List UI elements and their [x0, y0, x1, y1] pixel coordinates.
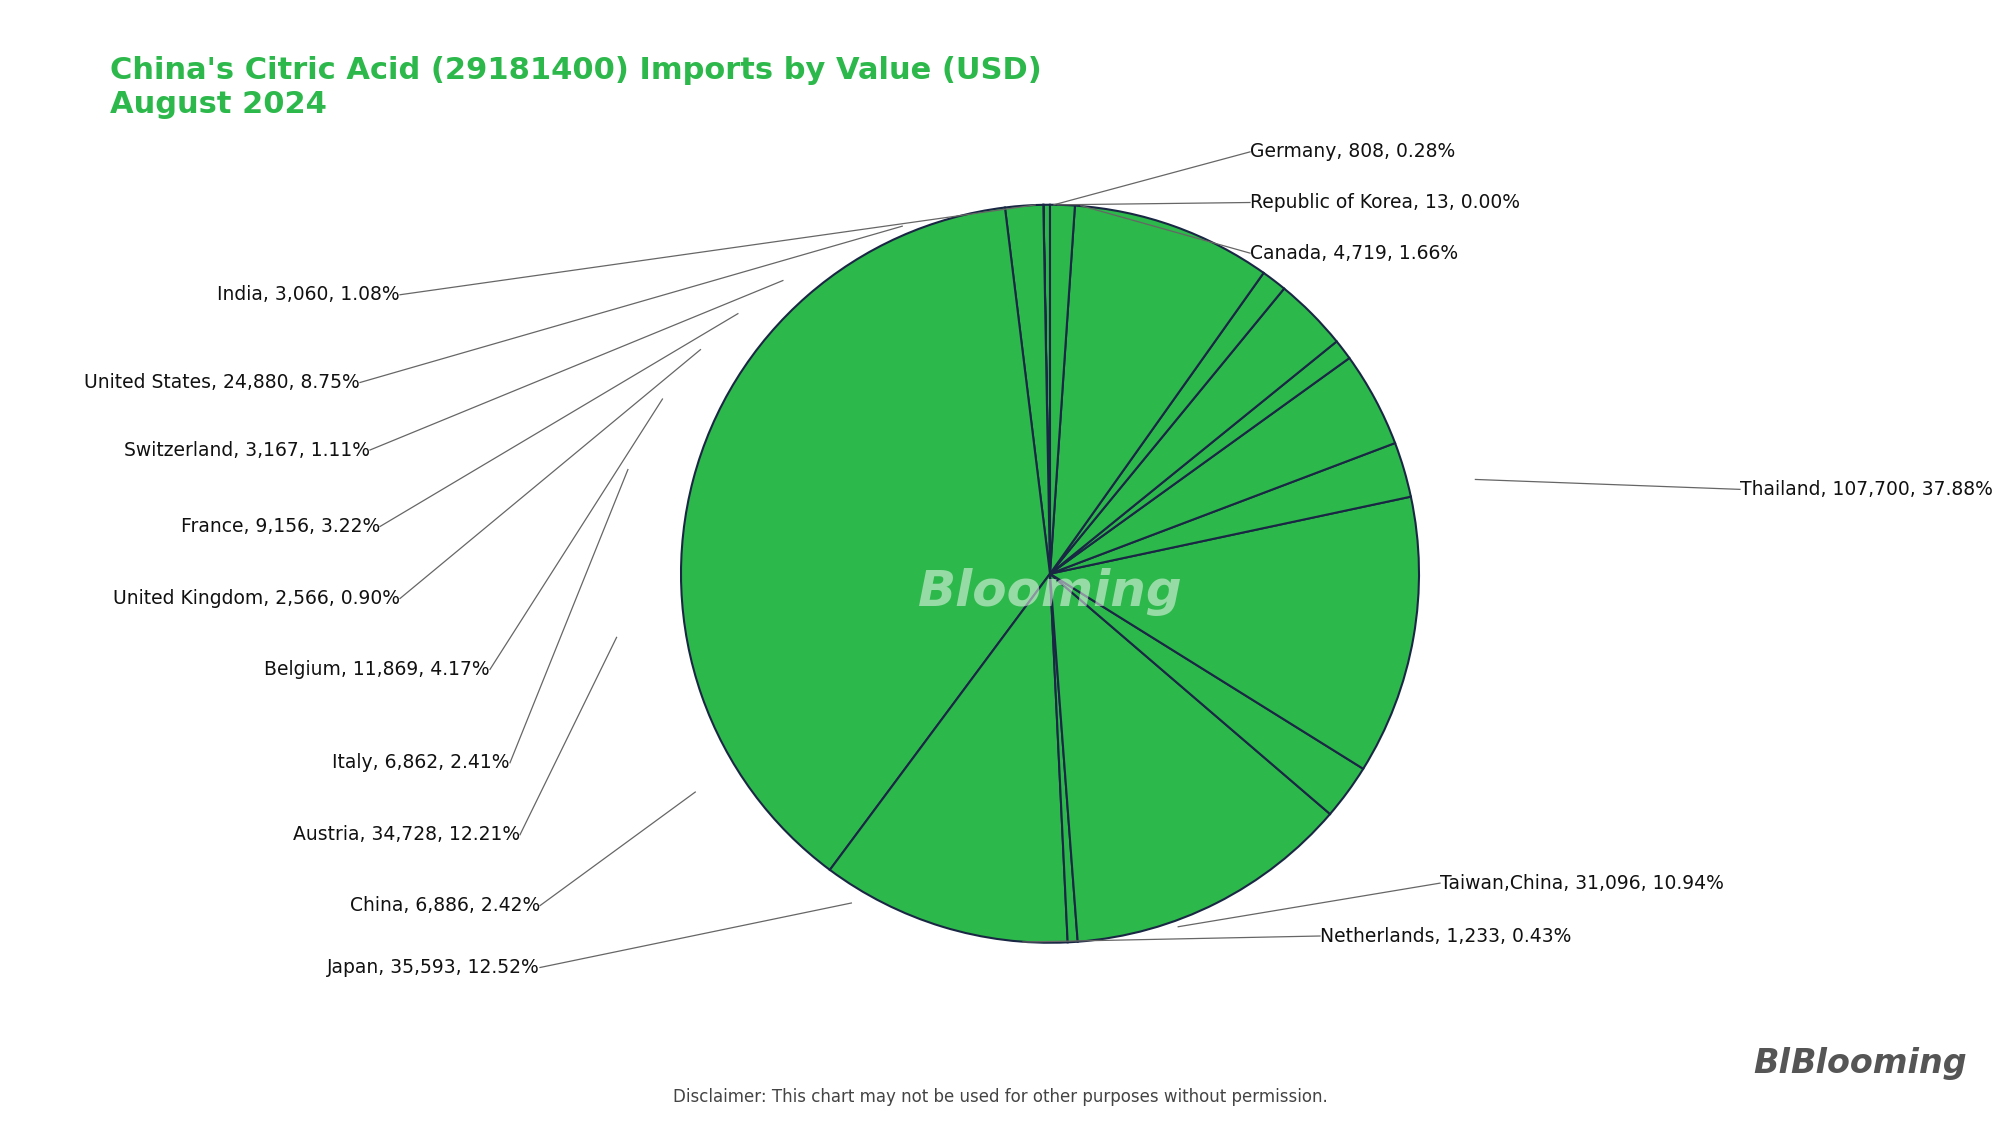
Text: Disclaimer: This chart may not be used for other purposes without permission.: Disclaimer: This chart may not be used f… [672, 1088, 1328, 1106]
Wedge shape [1050, 288, 1336, 574]
Text: Canada, 4,719, 1.66%: Canada, 4,719, 1.66% [1250, 244, 1458, 262]
Wedge shape [1050, 206, 1264, 574]
Wedge shape [1050, 273, 1284, 574]
Text: United States, 24,880, 8.75%: United States, 24,880, 8.75% [84, 374, 360, 391]
Wedge shape [1050, 574, 1078, 943]
Wedge shape [830, 574, 1068, 943]
Text: Thailand, 107,700, 37.88%: Thailand, 107,700, 37.88% [1740, 480, 1992, 498]
Text: China, 6,886, 2.42%: China, 6,886, 2.42% [350, 897, 540, 915]
Text: India, 3,060, 1.08%: India, 3,060, 1.08% [218, 286, 400, 304]
Wedge shape [1004, 205, 1050, 574]
Wedge shape [1050, 443, 1410, 574]
Text: Germany, 808, 0.28%: Germany, 808, 0.28% [1250, 143, 1456, 161]
Wedge shape [1044, 205, 1050, 574]
Text: Republic of Korea, 13, 0.00%: Republic of Korea, 13, 0.00% [1250, 193, 1520, 212]
Wedge shape [1050, 574, 1364, 814]
Text: Japan, 35,593, 12.52%: Japan, 35,593, 12.52% [328, 958, 540, 976]
Text: China's Citric Acid (29181400) Imports by Value (USD)
August 2024: China's Citric Acid (29181400) Imports b… [110, 56, 1042, 119]
Text: France, 9,156, 3.22%: France, 9,156, 3.22% [180, 518, 380, 536]
Wedge shape [1044, 205, 1050, 574]
Text: Blooming: Blooming [1790, 1046, 1966, 1080]
Text: Austria, 34,728, 12.21%: Austria, 34,728, 12.21% [292, 826, 520, 844]
Text: Switzerland, 3,167, 1.11%: Switzerland, 3,167, 1.11% [124, 441, 370, 459]
Text: Belgium, 11,869, 4.17%: Belgium, 11,869, 4.17% [264, 660, 490, 678]
Text: Italy, 6,862, 2.41%: Italy, 6,862, 2.41% [332, 754, 510, 772]
Text: United Kingdom, 2,566, 0.90%: United Kingdom, 2,566, 0.90% [112, 590, 400, 608]
Text: Bl: Bl [1752, 1046, 1790, 1080]
Wedge shape [1050, 358, 1396, 574]
Wedge shape [1050, 341, 1350, 574]
Text: Blooming: Blooming [918, 568, 1182, 616]
Wedge shape [1050, 205, 1074, 574]
Wedge shape [1050, 496, 1418, 768]
Text: Netherlands, 1,233, 0.43%: Netherlands, 1,233, 0.43% [1320, 927, 1572, 945]
Text: Taiwan,China, 31,096, 10.94%: Taiwan,China, 31,096, 10.94% [1440, 874, 1724, 892]
Wedge shape [1050, 574, 1330, 942]
Wedge shape [682, 207, 1050, 870]
